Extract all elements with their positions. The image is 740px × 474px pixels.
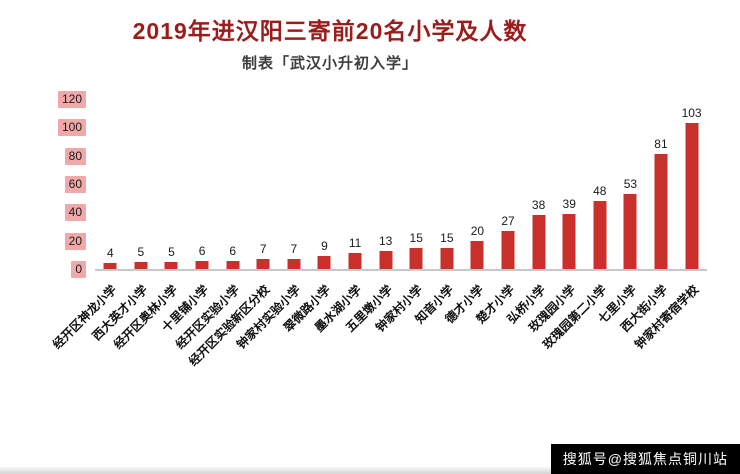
bar-column: 53 xyxy=(615,99,646,269)
bar-column: 39 xyxy=(554,99,585,269)
bar xyxy=(501,230,515,269)
bar-column: 20 xyxy=(462,99,493,269)
bar xyxy=(379,250,393,269)
bar-value-label: 5 xyxy=(137,244,145,259)
bar xyxy=(226,260,240,269)
x-axis-labels: 经开区神龙小学 西大英才小学 经开区奥林小学 十里铺小学 经开区实验小学 经开区实验新区分… xyxy=(50,271,707,396)
bar-column: 15 xyxy=(432,99,463,269)
bar-value-label: 7 xyxy=(290,242,298,257)
bar-column: 9 xyxy=(309,99,340,269)
bar-value-label: 6 xyxy=(198,243,206,258)
bar-value-label: 15 xyxy=(440,230,454,245)
bar-value-label: 81 xyxy=(654,137,668,152)
chart-figure: 2019年进汉阳三寄前20名小学及人数 制表「武汉小升初入学」 0 20 40 60 8… xyxy=(0,18,707,399)
bar xyxy=(134,261,148,269)
bar-column: 103 xyxy=(676,99,707,269)
chart-title: 2019年进汉阳三寄前20名小学及人数 xyxy=(132,18,528,44)
plot-area: 4 5 5 6 6 7 7 9 11 13 15 15 20 27 38 39 48 53 81 103 xyxy=(95,99,707,271)
bar-value-label: 6 xyxy=(229,243,237,258)
chart-subtitle: 制表「武汉小升初入学」 xyxy=(241,55,418,72)
bar xyxy=(195,260,209,269)
bar xyxy=(562,213,576,269)
bar-value-label: 48 xyxy=(593,184,607,198)
bar-columns: 4 5 5 6 6 7 7 9 11 13 15 15 20 27 38 39 48 53 81 103 xyxy=(95,99,707,269)
bar-column: 4 xyxy=(95,99,126,269)
bar-chart: 0 20 40 60 80 100 120 4 5 5 6 6 7 7 9 11 13 15 15 20 27 38 39… xyxy=(0,91,707,399)
bar-column: 6 xyxy=(187,99,218,269)
bar-value-label: 39 xyxy=(562,196,576,211)
watermark: 搜狐号@搜狐焦点铜川站 xyxy=(550,444,740,474)
bar-value-label: 4 xyxy=(106,246,114,261)
bar xyxy=(317,256,331,269)
watermark-text: 搜狐号@搜狐焦点铜川站 xyxy=(562,451,728,467)
y-axis-tick-label: 60 xyxy=(64,176,86,193)
bar-value-label: 9 xyxy=(321,239,328,254)
bar-value-label: 103 xyxy=(681,106,702,121)
bar-column: 5 xyxy=(126,99,157,269)
bar-value-label: 38 xyxy=(531,198,546,213)
bar xyxy=(470,240,484,269)
bar-value-label: 20 xyxy=(470,223,485,238)
bar xyxy=(532,215,546,269)
bar-value-label: 5 xyxy=(168,244,175,259)
bar-value-label: 13 xyxy=(378,233,393,248)
bar-column: 11 xyxy=(340,99,371,269)
bar-value-label: 27 xyxy=(501,213,515,228)
bar-column: 27 xyxy=(493,99,524,269)
y-axis-tick-label: 0 xyxy=(71,261,86,278)
bar xyxy=(287,259,301,269)
bar-column: 5 xyxy=(156,99,187,269)
bar-value-label: 15 xyxy=(409,230,423,245)
bar-column: 7 xyxy=(279,99,310,269)
y-axis-tick-label: 120 xyxy=(57,91,86,108)
bar-column: 81 xyxy=(646,99,677,269)
bar-value-label: 53 xyxy=(623,176,638,191)
bar xyxy=(164,261,178,269)
bar-column: 13 xyxy=(370,99,401,269)
bar-column: 6 xyxy=(217,99,248,269)
bar-value-label: 11 xyxy=(348,236,362,251)
bar xyxy=(440,247,454,269)
y-axis: 0 20 40 60 80 100 120 xyxy=(0,91,86,278)
y-axis-tick-label: 80 xyxy=(64,147,86,165)
y-axis-tick-label: 40 xyxy=(64,204,86,222)
bar xyxy=(256,259,270,269)
y-axis-tick-label: 20 xyxy=(64,232,86,250)
bar-column: 38 xyxy=(523,99,554,269)
y-axis-tick-label: 100 xyxy=(57,119,86,137)
bar xyxy=(623,193,637,269)
bar-column: 7 xyxy=(248,99,279,269)
bar-column: 48 xyxy=(585,99,616,269)
bar xyxy=(685,123,699,269)
bar xyxy=(409,247,423,269)
bar xyxy=(593,201,607,269)
bar-value-label: 7 xyxy=(259,242,267,257)
bar xyxy=(654,154,668,269)
bar xyxy=(348,253,362,269)
bar-column: 15 xyxy=(401,99,432,269)
bar xyxy=(103,263,117,269)
